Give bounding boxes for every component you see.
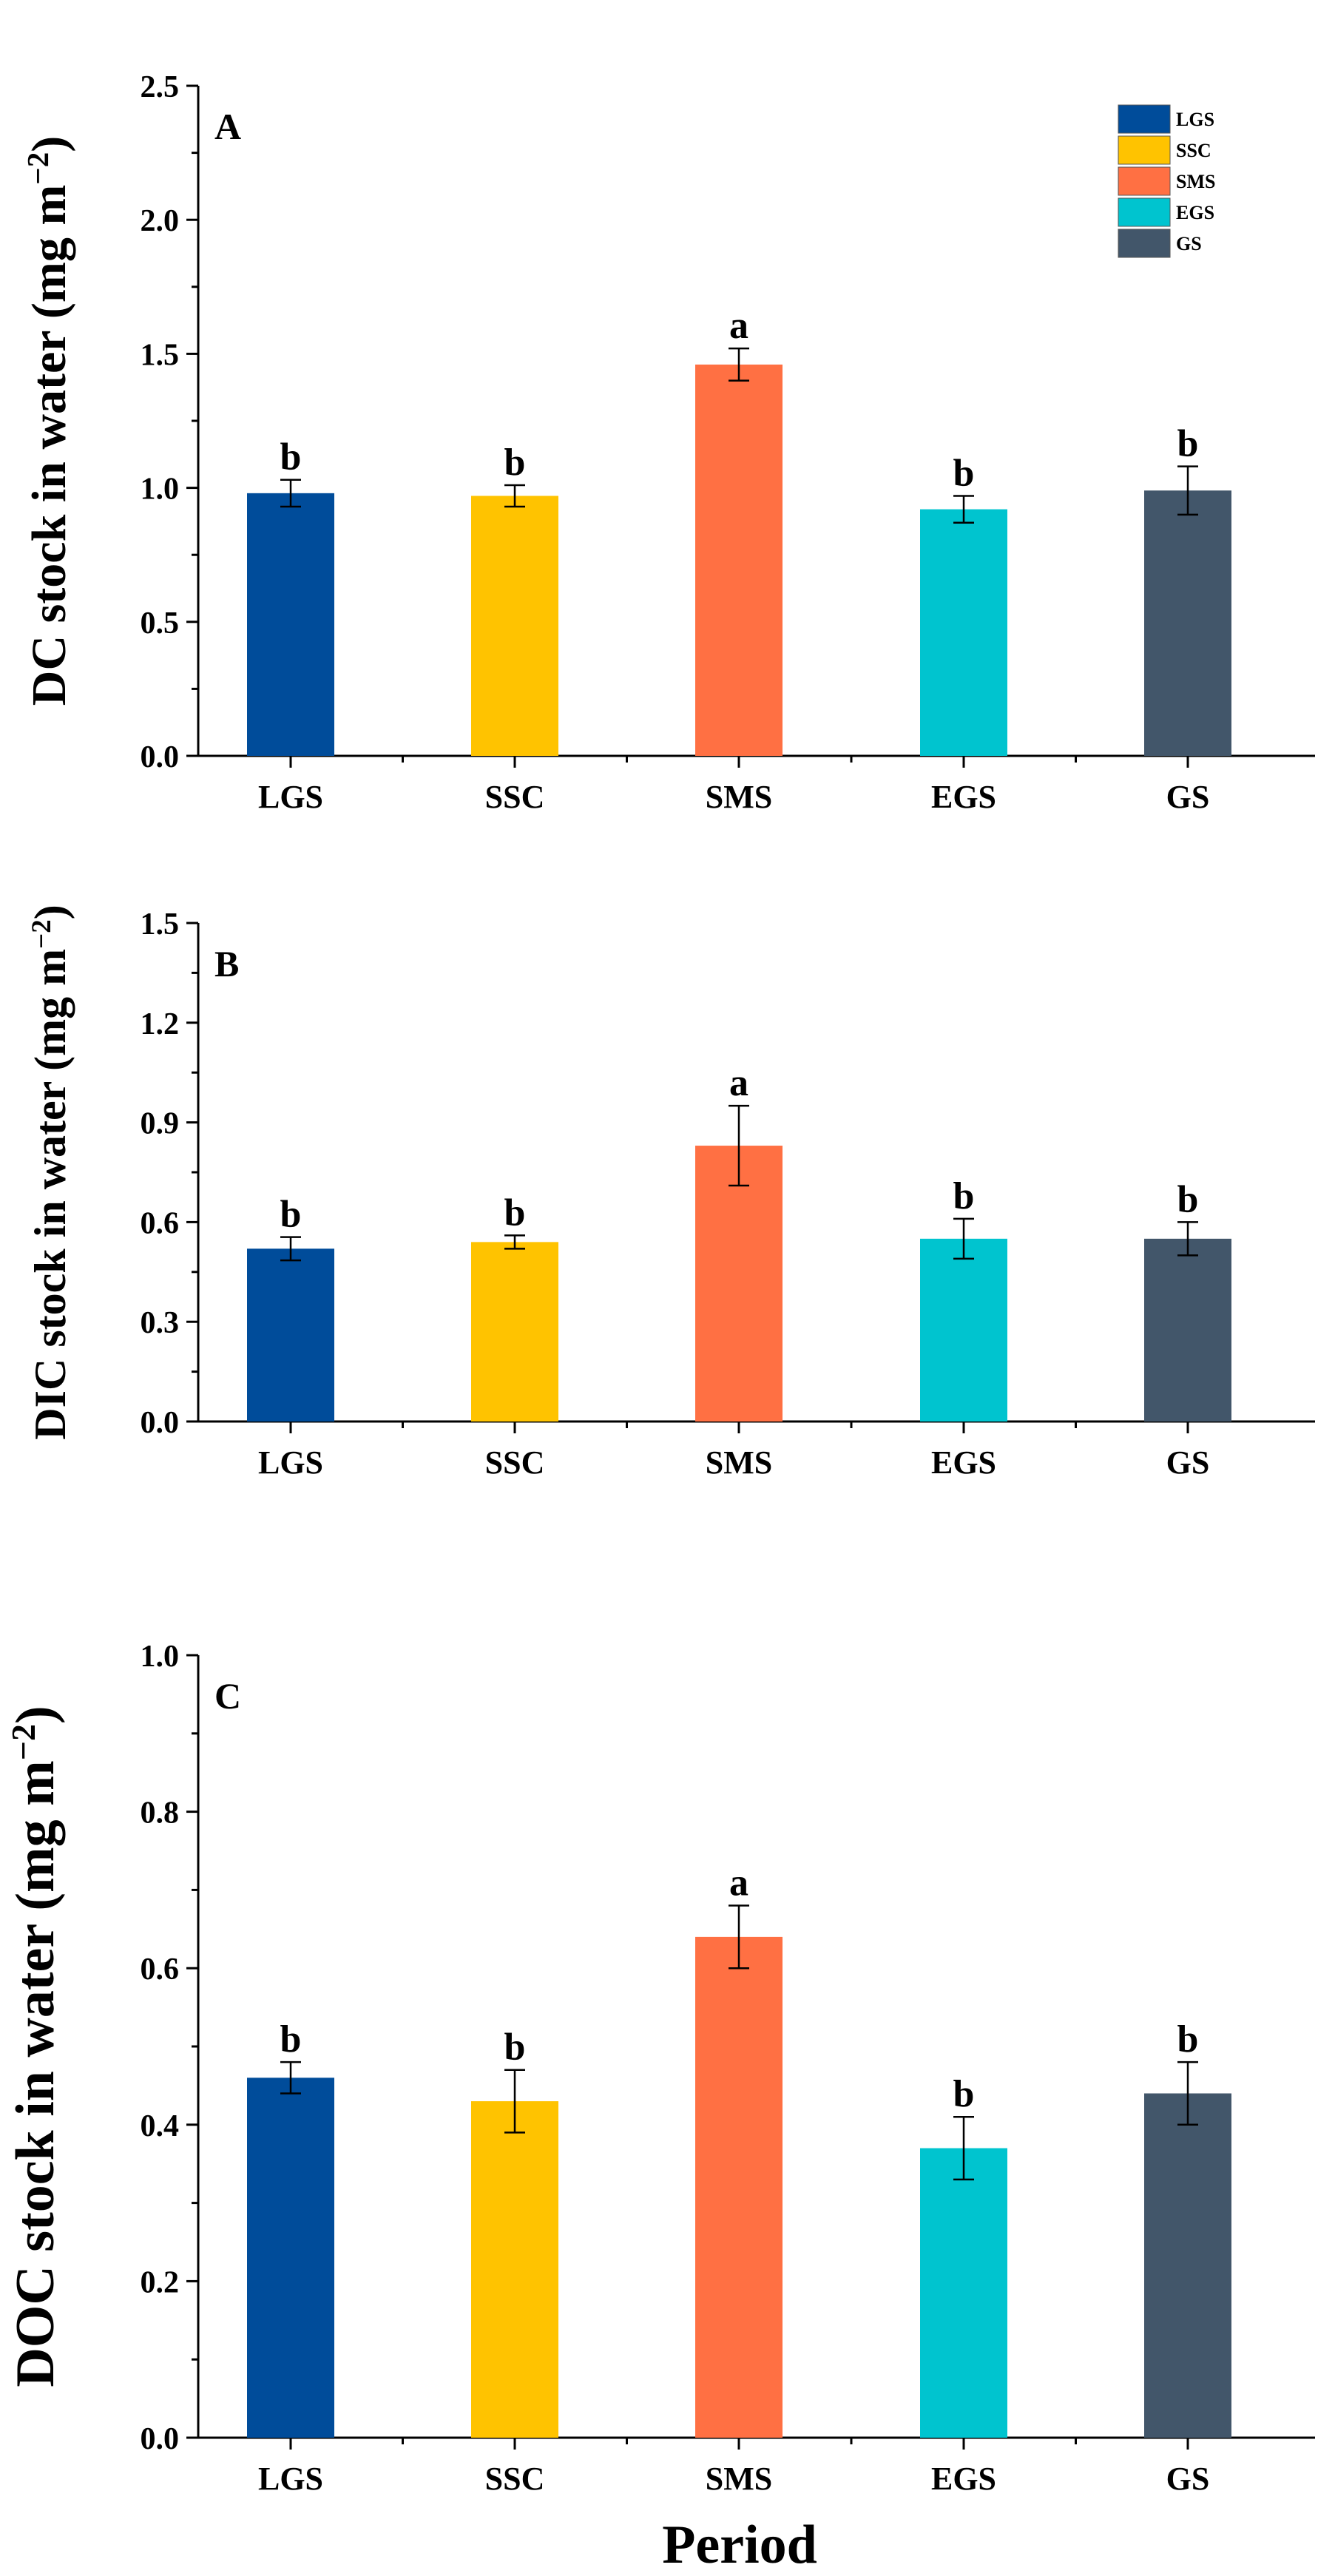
legend: LGS SSC SMS EGS GS (1118, 104, 1215, 258)
bar-gs-a[interactable] (1144, 490, 1231, 756)
y-tick-label-c: 1.0 (141, 1640, 180, 1674)
y-tick-label-a: 1.5 (141, 338, 180, 372)
x-tick-label-b: GS (1166, 1444, 1210, 1481)
y-axis-title-c: DOC stock in water (mg m−2) (4, 1705, 67, 2387)
y-axis-title-b: DIC stock in water (mg m−2) (26, 905, 75, 1439)
bar-egs-a[interactable] (920, 509, 1007, 756)
significance-letter-b: b (953, 1175, 975, 1217)
significance-letter-c: b (953, 2073, 975, 2115)
chart-panel-b: 0.0 0.3 0.6 0.9 1.2 1.5 b LGS b SSC a SMS b EGS b GS B DI… (26, 905, 1315, 1481)
legend-label-sms: SMS (1176, 171, 1215, 192)
significance-letter-a: b (953, 452, 975, 494)
y-tick-label-b: 0.3 (141, 1306, 180, 1340)
x-tick-label-b: SMS (706, 1444, 772, 1481)
y-tick-label-a: 0.5 (141, 606, 180, 640)
legend-label-gs: GS (1176, 233, 1202, 254)
bar-gs-c[interactable] (1144, 2093, 1231, 2438)
legend-label-ssc: SSC (1176, 140, 1211, 161)
y-tick-label-a: 0.0 (141, 740, 180, 774)
significance-letter-c: b (280, 2018, 302, 2061)
significance-letter-a: b (1177, 423, 1199, 465)
bar-egs-c[interactable] (920, 2148, 1007, 2438)
y-tick-label-b: 0.6 (141, 1206, 180, 1240)
x-axis-title: Period (662, 2515, 817, 2575)
bar-ssc-c[interactable] (471, 2101, 558, 2438)
bar-ssc-a[interactable] (471, 496, 558, 756)
bar-gs-b[interactable] (1144, 1238, 1231, 1421)
x-tick-label-c: LGS (258, 2461, 323, 2497)
x-tick-label-a: LGS (258, 779, 323, 815)
x-tick-label-b: EGS (931, 1444, 996, 1481)
chart-panel-c: 0.0 0.2 0.4 0.6 0.8 1.0 b LGS b SSC a SMS b EGS b GS C DO… (4, 1640, 1315, 2497)
x-tick-label-a: SMS (706, 779, 772, 815)
legend-swatch-gs (1118, 229, 1171, 258)
significance-letter-a: b (504, 442, 526, 484)
significance-letter-a: a (729, 305, 748, 347)
x-tick-label-c: SMS (706, 2461, 772, 2497)
x-tick-label-c: GS (1166, 2461, 1210, 2497)
x-tick-label-c: EGS (931, 2461, 996, 2497)
x-tick-label-a: GS (1166, 779, 1210, 815)
y-tick-label-c: 0.0 (141, 2422, 180, 2456)
legend-label-egs: EGS (1176, 202, 1214, 223)
y-tick-label-b: 0.9 (141, 1107, 180, 1141)
y-tick-label-a: 2.5 (141, 70, 180, 104)
y-tick-label-c: 0.4 (141, 2109, 180, 2143)
bar-sms-c[interactable] (695, 1936, 783, 2438)
significance-letter-a: b (280, 436, 302, 479)
y-tick-label-a: 2.0 (141, 204, 180, 238)
significance-letter-c: b (1177, 2018, 1199, 2061)
panel-letter-c: C (214, 1675, 241, 1717)
x-tick-label-b: LGS (258, 1444, 323, 1481)
legend-swatch-egs (1118, 197, 1171, 227)
bar-lgs-b[interactable] (247, 1248, 334, 1421)
y-axis-title-a: DC stock in water (mg m−2) (21, 136, 76, 706)
y-tick-label-b: 0.0 (141, 1406, 180, 1440)
legend-swatch-lgs (1118, 104, 1171, 134)
chart-panel-a: 0.0 0.5 1.0 1.5 2.0 2.5 b LGS b SSC a SMS b EGS b GS A DC… (21, 70, 1315, 815)
y-tick-label-c: 0.2 (141, 2265, 180, 2299)
y-tick-label-c: 0.6 (141, 1953, 180, 1987)
legend-swatch-ssc (1118, 135, 1171, 165)
panel-letter-a: A (214, 106, 241, 147)
legend-label-lgs: LGS (1176, 109, 1214, 130)
bar-sms-a[interactable] (695, 364, 783, 756)
x-tick-label-a: EGS (931, 779, 996, 815)
significance-letter-b: a (729, 1062, 748, 1104)
significance-letter-c: b (504, 2026, 526, 2069)
y-tick-label-b: 1.5 (141, 907, 180, 942)
bar-ssc-b[interactable] (471, 1242, 558, 1421)
y-tick-label-c: 0.8 (141, 1796, 180, 1830)
bar-lgs-c[interactable] (247, 2078, 334, 2438)
significance-letter-c: a (729, 1862, 748, 1904)
significance-letter-b: b (504, 1191, 526, 1234)
panel-letter-b: B (214, 943, 239, 984)
bar-sms-b[interactable] (695, 1146, 783, 1421)
legend-swatch-sms (1118, 166, 1171, 196)
significance-letter-b: b (280, 1194, 302, 1236)
bar-egs-b[interactable] (920, 1238, 1007, 1421)
y-tick-label-a: 1.0 (141, 473, 180, 507)
x-tick-label-c: SSC (485, 2461, 545, 2497)
significance-letter-b: b (1177, 1178, 1199, 1220)
x-tick-label-a: SSC (485, 779, 545, 815)
x-tick-label-b: SSC (485, 1444, 545, 1481)
y-tick-label-b: 1.2 (141, 1007, 180, 1041)
bar-lgs-a[interactable] (247, 493, 334, 756)
